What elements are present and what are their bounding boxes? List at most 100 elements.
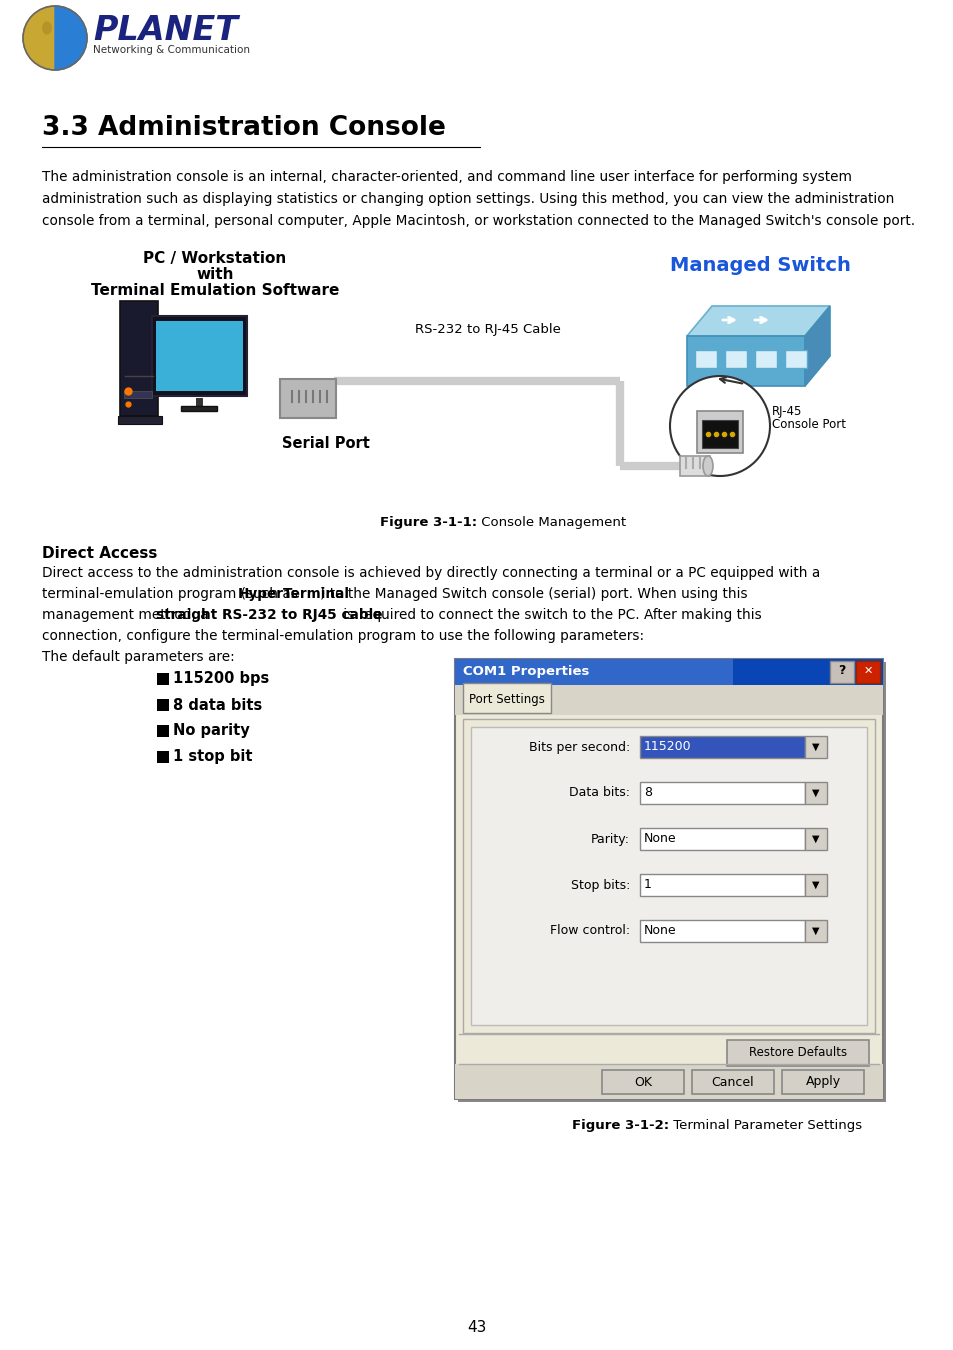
FancyBboxPatch shape (462, 720, 874, 1033)
Polygon shape (157, 674, 169, 684)
FancyBboxPatch shape (455, 659, 882, 1099)
Text: None: None (643, 925, 676, 937)
Text: HyperTerminal: HyperTerminal (238, 587, 350, 601)
Text: Terminal Emulation Software: Terminal Emulation Software (91, 284, 339, 298)
Polygon shape (686, 336, 804, 386)
Polygon shape (686, 306, 829, 336)
Polygon shape (157, 725, 169, 737)
Text: management method, a: management method, a (42, 608, 213, 622)
Text: 43: 43 (467, 1320, 486, 1335)
Text: Port Settings: Port Settings (469, 693, 544, 706)
FancyBboxPatch shape (784, 350, 806, 369)
FancyBboxPatch shape (754, 350, 776, 369)
FancyBboxPatch shape (804, 873, 826, 896)
FancyBboxPatch shape (726, 1040, 868, 1066)
Text: with: with (196, 267, 233, 282)
FancyBboxPatch shape (804, 828, 826, 850)
FancyBboxPatch shape (152, 316, 247, 396)
Text: ▼: ▼ (811, 743, 819, 752)
FancyBboxPatch shape (455, 684, 882, 716)
Text: Figure 3-1-2:: Figure 3-1-2: (571, 1119, 668, 1133)
Text: Console Port: Console Port (771, 417, 845, 431)
FancyBboxPatch shape (601, 1071, 683, 1094)
Text: Networking & Communication: Networking & Communication (92, 45, 250, 55)
Polygon shape (157, 699, 169, 711)
Text: No parity: No parity (172, 724, 250, 738)
FancyBboxPatch shape (697, 410, 742, 454)
Ellipse shape (702, 456, 712, 477)
FancyBboxPatch shape (462, 683, 551, 713)
Text: ) to the Managed Switch console (serial) port. When using this: ) to the Managed Switch console (serial)… (320, 587, 747, 601)
Text: Data bits:: Data bits: (568, 787, 629, 799)
Text: ?: ? (838, 664, 844, 676)
Text: 115200: 115200 (643, 741, 691, 753)
Text: PC / Workstation: PC / Workstation (143, 251, 286, 266)
FancyBboxPatch shape (639, 873, 804, 896)
FancyBboxPatch shape (804, 782, 826, 805)
Text: Terminal Parameter Settings: Terminal Parameter Settings (668, 1119, 862, 1133)
Text: Parity:: Parity: (590, 833, 629, 845)
FancyBboxPatch shape (639, 736, 804, 757)
Polygon shape (157, 751, 169, 763)
Text: PLANET: PLANET (92, 14, 237, 46)
FancyBboxPatch shape (804, 919, 826, 942)
FancyBboxPatch shape (118, 416, 162, 424)
FancyBboxPatch shape (691, 1071, 773, 1094)
Ellipse shape (42, 22, 52, 35)
FancyBboxPatch shape (855, 662, 879, 683)
FancyBboxPatch shape (457, 662, 885, 1102)
Text: ▼: ▼ (811, 880, 819, 890)
FancyBboxPatch shape (471, 728, 866, 1025)
Text: COM1 Properties: COM1 Properties (462, 666, 589, 679)
Text: Direct access to the administration console is achieved by directly connecting a: Direct access to the administration cons… (42, 566, 820, 580)
FancyBboxPatch shape (124, 392, 152, 398)
FancyBboxPatch shape (679, 456, 709, 477)
Text: is required to connect the switch to the PC. After making this: is required to connect the switch to the… (339, 608, 761, 622)
FancyBboxPatch shape (639, 782, 804, 805)
Polygon shape (804, 306, 829, 386)
Text: The administration console is an internal, character-oriented, and command line : The administration console is an interna… (42, 170, 851, 184)
Text: Apply: Apply (804, 1076, 840, 1088)
Text: The default parameters are:: The default parameters are: (42, 649, 234, 664)
Text: 115200 bps: 115200 bps (172, 671, 269, 687)
FancyBboxPatch shape (455, 659, 882, 684)
FancyBboxPatch shape (120, 301, 158, 416)
FancyBboxPatch shape (156, 321, 243, 392)
FancyBboxPatch shape (280, 379, 335, 418)
Text: Restore Defaults: Restore Defaults (748, 1046, 846, 1060)
FancyBboxPatch shape (804, 736, 826, 757)
Text: OK: OK (634, 1076, 651, 1088)
Text: straight RS-232 to RJ45 cable: straight RS-232 to RJ45 cable (156, 608, 382, 622)
Text: 3.3 Administration Console: 3.3 Administration Console (42, 115, 445, 140)
Text: Stop bits:: Stop bits: (570, 879, 629, 891)
Text: Direct Access: Direct Access (42, 545, 157, 562)
Text: connection, configure the terminal-emulation program to use the following parame: connection, configure the terminal-emula… (42, 629, 643, 643)
Wedge shape (23, 5, 55, 70)
Text: Serial Port: Serial Port (282, 436, 370, 451)
Text: ✕: ✕ (862, 666, 872, 675)
FancyBboxPatch shape (181, 406, 217, 410)
Text: Cancel: Cancel (711, 1076, 754, 1088)
FancyBboxPatch shape (781, 1071, 863, 1094)
Text: Bits per second:: Bits per second: (528, 741, 629, 753)
Text: ▼: ▼ (811, 926, 819, 936)
Text: console from a terminal, personal computer, Apple Macintosh, or workstation conn: console from a terminal, personal comput… (42, 215, 914, 228)
Text: RJ-45: RJ-45 (771, 405, 801, 417)
FancyBboxPatch shape (724, 350, 746, 369)
Text: 1: 1 (643, 879, 651, 891)
Text: 1 stop bit: 1 stop bit (172, 749, 253, 764)
Text: Console Management: Console Management (476, 516, 625, 529)
FancyBboxPatch shape (639, 919, 804, 942)
FancyBboxPatch shape (701, 420, 738, 448)
Text: RS-232 to RJ-45 Cable: RS-232 to RJ-45 Cable (415, 323, 560, 336)
FancyBboxPatch shape (455, 1064, 882, 1099)
Text: ▼: ▼ (811, 834, 819, 844)
Text: administration such as displaying statistics or changing option settings. Using : administration such as displaying statis… (42, 192, 894, 207)
Text: ▼: ▼ (811, 788, 819, 798)
Text: None: None (643, 833, 676, 845)
FancyBboxPatch shape (695, 350, 717, 369)
Text: terminal-emulation program (such as: terminal-emulation program (such as (42, 587, 302, 601)
FancyBboxPatch shape (639, 828, 804, 850)
Text: 8: 8 (643, 787, 651, 799)
FancyBboxPatch shape (455, 659, 733, 684)
